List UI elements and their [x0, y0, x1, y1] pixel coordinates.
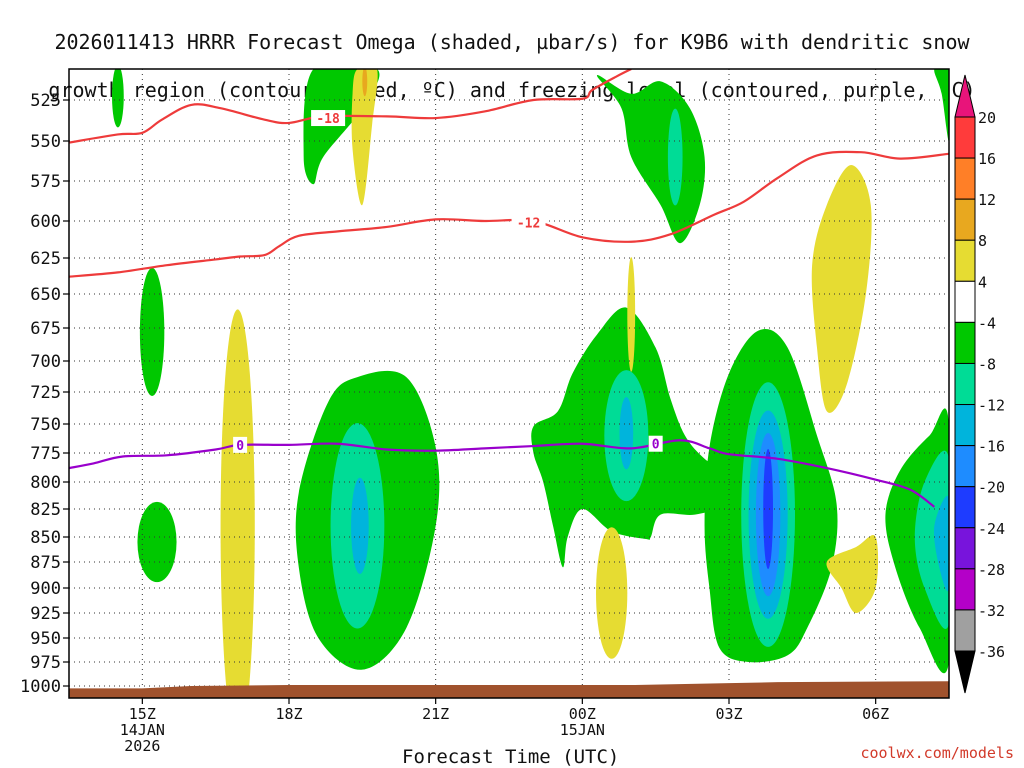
colorbar-swatch-6: [954, 321, 976, 364]
omega-region-0: [112, 69, 124, 128]
ground-surface: [69, 681, 949, 698]
contour-label-bg-2: [233, 436, 248, 453]
colorbar-label-12: -32: [978, 602, 1005, 620]
y-tick-label-550: 550: [30, 132, 61, 152]
y-axis: 525 550 575 600 625 650 675 700 725 750 775 800 825 8…: [20, 91, 69, 697]
omega-region-22: [362, 69, 368, 97]
colorbar-swatch-2: [954, 157, 976, 200]
plot-frame: [68, 68, 950, 699]
colorbar-swatch-4: [954, 239, 976, 282]
omega-shading-layer: [112, 69, 949, 698]
colorbar-swatch-9: [954, 445, 976, 488]
x-tick-label-06Z: 06Z: [862, 705, 889, 723]
x-tick-label-03Z: 03Z: [715, 705, 742, 723]
omega-region-3: [137, 501, 177, 583]
colorbar-label-5: -4: [978, 314, 996, 332]
omega-region-25: [627, 257, 636, 372]
x-axis-label: Forecast Time (UTC): [402, 746, 620, 768]
colorbar-label-1: 16: [978, 150, 996, 168]
omega-region-18: [914, 450, 949, 630]
colorbar-label-0: 20: [978, 109, 996, 127]
y-tick-label-925: 925: [30, 604, 61, 624]
colorbar-swatch-5: [954, 280, 976, 323]
colorbar-label-2: 12: [978, 191, 996, 209]
x-tick-label-00Z: 00Z: [569, 705, 596, 723]
ground-layer: [69, 681, 949, 698]
colorbar-label-10: -24: [978, 520, 1005, 538]
freezing-level-contour-0: [69, 439, 935, 508]
colorbar-swatch-3: [954, 198, 976, 241]
colorbar-label-11: -28: [978, 561, 1005, 579]
x-tick-label-15Z: 15Z: [129, 705, 156, 723]
omega-region-20: [934, 69, 949, 142]
y-tick-label-675: 675: [30, 319, 61, 339]
contour-label-bg-3: [648, 435, 663, 452]
contour-layer: -18 -12 0 0: [69, 69, 949, 508]
y-tick-label-750: 750: [30, 415, 61, 435]
omega-region-24: [220, 309, 255, 698]
omega-region-21: [351, 69, 378, 206]
colorbar-swatch-8: [954, 404, 976, 447]
y-tick-label-875: 875: [30, 553, 61, 573]
y-tick-label-525: 525: [30, 91, 61, 111]
y-tick-label-825: 825: [30, 500, 61, 520]
omega-region-26: [596, 527, 628, 659]
colorbar-label-8: -16: [978, 438, 1005, 456]
omega-region-11: [619, 397, 634, 470]
title-line-1: 2026011413 HRRR Forecast Omega (shaded, …: [54, 30, 970, 54]
contour-label-1: -12: [517, 216, 540, 231]
omega-region-8: [667, 108, 683, 206]
omega-region-6: [351, 477, 369, 574]
y-tick-label-600: 600: [30, 212, 61, 232]
y-tick-label-725: 725: [30, 383, 61, 403]
y-tick-label-575: 575: [30, 172, 61, 192]
colorbar-swatch-11: [954, 527, 976, 570]
x-tick-date-00Z: 15JAN: [560, 721, 605, 739]
y-tick-label-900: 900: [30, 579, 61, 599]
contour-label-2: 0: [236, 439, 244, 454]
x-tick-label-21Z: 21Z: [422, 705, 449, 723]
colorbar-swatch-7: [954, 362, 976, 406]
omega-region-2: [139, 267, 165, 396]
x-tick-year-15Z: 2026: [124, 737, 160, 755]
contour-label-3: 0: [652, 438, 660, 453]
colorbar-swatch-10: [954, 486, 976, 529]
omega-region-7: [596, 74, 706, 244]
colorbar-label-6: -8: [978, 355, 996, 373]
y-tick-label-775: 775: [30, 444, 61, 464]
credit-link[interactable]: coolwx.com/models: [860, 744, 1014, 762]
y-tick-label-700: 700: [30, 352, 61, 372]
y-tick-label-1000: 1000: [20, 677, 61, 697]
contour-label-bg-1: [511, 214, 546, 231]
colorbar: 20 16 12 8 4 -4 -8 -12 -16 -20 -24 -28 -32 -36: [954, 74, 1005, 694]
y-tick-label-975: 975: [30, 653, 61, 673]
colorbar-label-9: -20: [978, 479, 1005, 497]
y-tick-label-625: 625: [30, 249, 61, 269]
colorbar-swatch-13: [954, 609, 976, 652]
y-tick-label-800: 800: [30, 473, 61, 493]
dgz-contour--12: [69, 150, 949, 278]
omega-region-16: [763, 449, 773, 569]
chart-title: 2026011413 HRRR Forecast Omega (shaded, …: [0, 6, 1024, 126]
y-tick-label-950: 950: [30, 629, 61, 649]
colorbar-label-3: 8: [978, 232, 987, 250]
y-tick-label-850: 850: [30, 528, 61, 548]
colorbar-label-13: -36: [978, 643, 1005, 661]
colorbar-swatch-1: [954, 116, 976, 159]
omega-region-23: [811, 165, 872, 413]
x-tick-date-15Z: 14JAN: [120, 721, 165, 739]
contour-label-bg-0: [311, 110, 346, 127]
colorbar-swatch-12: [954, 568, 976, 611]
colorbar-label-7: -12: [978, 397, 1005, 415]
colorbar-top-arrow: [954, 74, 976, 118]
x-tick-label-18Z: 18Z: [275, 705, 302, 723]
contour-label-0: -18: [316, 112, 340, 127]
omega-region-27: [826, 535, 879, 613]
omega-region-19: [933, 495, 949, 592]
colorbar-bottom-arrow: [954, 650, 976, 694]
y-tick-label-650: 650: [30, 285, 61, 305]
colorbar-label-4: 4: [978, 273, 987, 291]
